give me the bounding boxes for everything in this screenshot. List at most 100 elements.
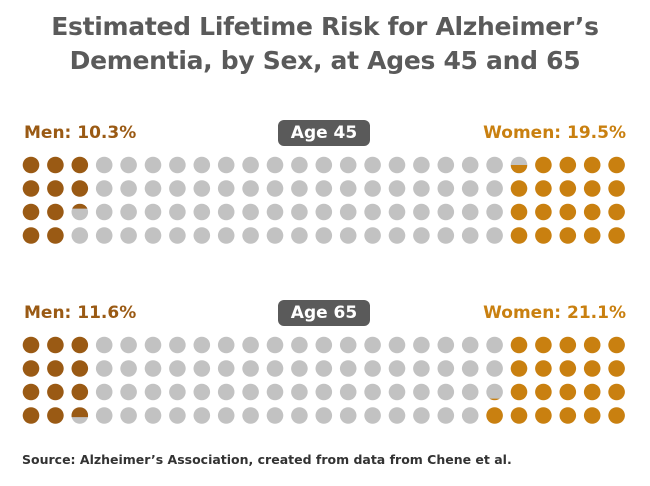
women-dot [535,203,552,221]
women-dot [559,407,577,424]
empty-dot [486,203,503,221]
men-dot [47,180,64,197]
waffle-panel-age-65: Men: 11.6% Age 65 Women: 21.1% [0,300,650,452]
title-line-2: Dementia, by Sex, at Ages 45 and 65 [69,46,581,75]
empty-dot [193,180,211,197]
empty-dot [486,360,503,377]
empty-dot [217,383,235,401]
empty-dot [315,360,333,377]
empty-dot [461,203,479,221]
women-dot [510,227,528,244]
empty-dot [169,360,186,377]
empty-dot [364,336,381,354]
empty-dot [266,383,284,401]
empty-dot [193,227,211,244]
empty-dot [461,336,479,354]
women-dot [583,180,601,197]
men-dot [71,156,89,174]
women-label: Women: 21.1% [483,303,626,323]
empty-dot [291,336,308,354]
women-dot [535,360,552,377]
empty-dot [266,336,284,354]
women-dot [486,407,503,424]
empty-dot [266,227,284,244]
empty-dot [413,180,430,197]
empty-dot [339,383,357,401]
empty-dot [364,203,381,221]
empty-dot [95,336,113,354]
empty-dot [461,407,479,424]
empty-dot [144,360,162,377]
empty-dot [193,156,211,174]
empty-dot [291,156,308,174]
empty-dot [364,407,381,424]
empty-dot [291,360,308,377]
empty-dot [169,156,186,174]
empty-dot [242,407,259,424]
empty-dot [242,336,259,354]
men-partial-dot [72,203,88,209]
source-note: Source: Alzheimer’s Association, created… [22,452,512,467]
empty-dot [364,227,381,244]
empty-dot [120,360,137,377]
women-dot [535,227,552,244]
women-dot [510,180,528,197]
empty-dot [437,383,455,401]
empty-dot [242,383,259,401]
chart-title: Estimated Lifetime Risk for Alzheimer’s … [0,10,650,78]
empty-dot [291,383,308,401]
empty-dot [169,407,186,424]
women-dot [608,336,625,354]
women-dot [559,383,577,401]
empty-dot [413,156,430,174]
women-dot [608,407,625,424]
empty-dot [120,180,137,197]
empty-dot [144,180,162,197]
empty-dot [95,360,113,377]
empty-dot [144,203,162,221]
empty-dot [437,203,455,221]
empty-dot [461,360,479,377]
women-dot [535,180,552,197]
empty-dot [315,336,333,354]
empty-dot [169,383,186,401]
empty-dot [242,180,259,197]
empty-dot [339,156,357,174]
empty-dot [242,227,259,244]
empty-dot [339,227,357,244]
empty-dot [169,336,186,354]
empty-dot [95,156,113,174]
empty-dot [291,203,308,221]
empty-dot [120,336,137,354]
empty-dot [217,407,235,424]
empty-dot [339,203,357,221]
empty-dot [413,227,430,244]
empty-dot [364,180,381,197]
empty-dot [461,156,479,174]
age-badge: Age 65 [278,300,370,326]
empty-dot [388,180,406,197]
men-dot [71,360,89,377]
empty-dot [339,180,357,197]
empty-dot [388,336,406,354]
waffle-grid [22,156,625,244]
women-dot [608,383,625,401]
empty-dot [486,336,503,354]
empty-dot [388,407,406,424]
empty-dot [413,383,430,401]
women-dot [510,383,528,401]
men-dot [71,383,89,401]
men-dot [22,336,40,354]
empty-dot [413,203,430,221]
empty-dot [120,227,137,244]
empty-dot [266,180,284,197]
women-dot [608,360,625,377]
men-label: Men: 10.3% [24,123,137,143]
women-dot [510,336,528,354]
empty-dot [486,227,503,244]
empty-dot [95,383,113,401]
empty-dot [291,407,308,424]
women-dot [583,407,601,424]
empty-dot [315,180,333,197]
men-dot [47,156,64,174]
